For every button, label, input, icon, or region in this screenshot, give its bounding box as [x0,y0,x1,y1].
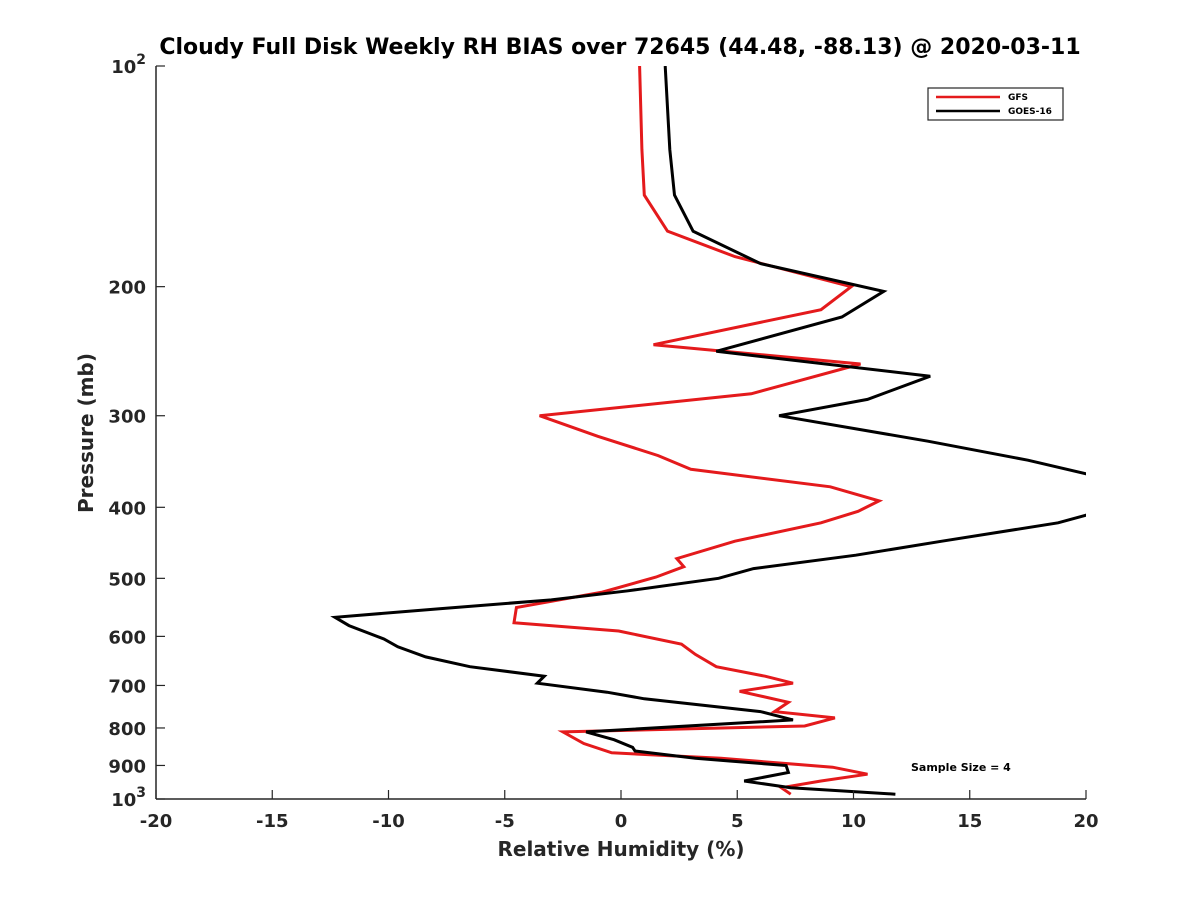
x-ticks: -20 -15 -10 -5 0 5 10 15 20 [140,790,1099,832]
series-line-gfs [512,66,884,796]
x-tick-label: -10 [372,811,405,832]
y-tick-label: 103 [111,785,146,811]
y-tick-base: 700 [108,676,146,697]
y-tick-label: 600 [108,627,146,648]
legend-box [927,87,1064,121]
series-layer [330,66,1086,796]
x-tick-label: 20 [1073,811,1098,832]
sample-size-annotation: Sample Size = 4 [911,761,1011,774]
legend-label-gfs: GFS [1008,93,1028,103]
y-tick-label: 400 [108,498,146,519]
series-line-goes-16 [330,66,1086,796]
y-tick-base: 900 [108,756,146,777]
y-tick-base: 300 [108,407,146,428]
y-tick-exponent: 3 [136,785,146,801]
y-tick-base: 10 [111,790,136,811]
y-tick-base: 500 [108,569,146,590]
x-tick-label: 5 [731,811,744,832]
x-tick-label: -15 [256,811,289,832]
plot-frame [156,66,1086,799]
x-axis-label: Relative Humidity (%) [497,837,744,861]
x-tick-label: 15 [957,811,982,832]
y-tick-base: 200 [108,278,146,299]
x-tick-label: 10 [841,811,866,832]
x-tick-label: -20 [140,811,173,832]
y-tick-label: 300 [108,407,146,428]
y-tick-base: 800 [108,719,146,740]
x-tick-label: -5 [495,811,515,832]
y-tick-label: 102 [111,52,146,78]
y-tick-label: 200 [108,278,146,299]
y-axis-label: Pressure (mb) [74,353,98,513]
y-tick-label: 500 [108,569,146,590]
y-tick-label: 800 [108,719,146,740]
y-tick-label: 900 [108,756,146,777]
y-tick-base: 600 [108,627,146,648]
y-tick-base: 400 [108,498,146,519]
legend-label-goes-16: GOES-16 [1008,107,1052,117]
x-tick-label: 0 [615,811,628,832]
legend: GFS GOES-16 [927,87,1064,121]
y-tick-exponent: 2 [136,52,146,68]
y-tick-base: 10 [111,57,136,78]
y-tick-label: 700 [108,676,146,697]
chart-title: Cloudy Full Disk Weekly RH BIAS over 726… [159,35,1080,60]
